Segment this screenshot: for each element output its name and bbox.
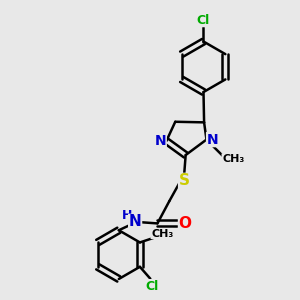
Text: N: N xyxy=(129,214,142,230)
Text: CH₃: CH₃ xyxy=(151,229,173,238)
Text: N: N xyxy=(207,133,218,147)
Text: Cl: Cl xyxy=(197,14,210,27)
Text: Cl: Cl xyxy=(145,280,158,292)
Text: S: S xyxy=(179,173,190,188)
Text: O: O xyxy=(178,216,192,231)
Text: N: N xyxy=(154,134,166,148)
Text: CH₃: CH₃ xyxy=(222,154,244,164)
Text: H: H xyxy=(122,209,132,222)
